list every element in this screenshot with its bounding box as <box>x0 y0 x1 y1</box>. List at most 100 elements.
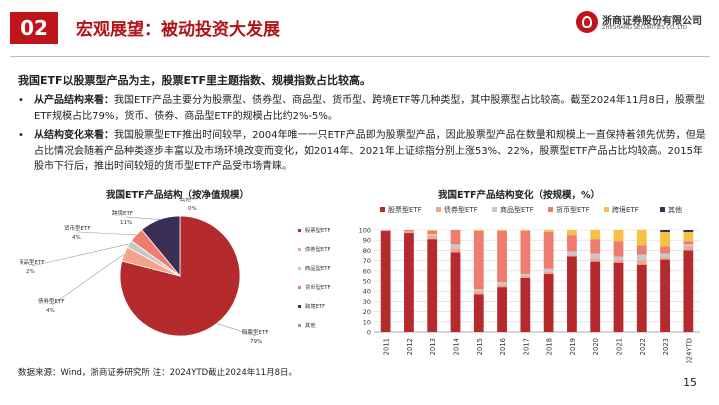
bar-segment-1-12 <box>660 257 670 260</box>
bar-legend-label-0: 股票型ETF <box>388 205 422 214</box>
bar-segment-0-3 <box>450 252 461 332</box>
bar-category-label-5: 2016 <box>499 338 507 355</box>
bar-segment-3-8 <box>567 235 577 252</box>
pie-leader-line-4 <box>125 216 160 220</box>
bar-segment-4-13 <box>683 232 694 242</box>
bar-segment-0-5 <box>497 287 507 332</box>
bar-category-label-2: 2013 <box>429 338 437 355</box>
bar-segment-1-4 <box>473 291 484 295</box>
pie-pct-label-4: 11% <box>120 220 132 226</box>
bar-legend-label-3: 货币型ETF <box>556 205 590 214</box>
bar-category-label-7: 2018 <box>546 338 554 355</box>
data-source-note: 数据来源：Wind，浙商证券研究所 注：2024YTD截止2024年11月8日。 <box>18 368 297 378</box>
pie-chart: 股票型ETF 79% 债券型ETF 4% 商品型ETF 2% 货币型ETF 4% 跨境ETF 11… <box>20 198 331 345</box>
bar-category-label-1: 2012 <box>406 338 414 355</box>
bar-segment-1-5 <box>497 285 507 288</box>
bar-category-label-6: 2017 <box>522 338 530 355</box>
pie-legend-swatch-1 <box>298 248 301 251</box>
stacked-bar-chart: 股票型ETF 债券型ETF 商品型ETF 货币型ETF 跨境ETF 其他 0 10 20 30 40… <box>359 205 700 363</box>
bar-segment-0-9 <box>590 261 601 332</box>
bar-segment-4-5 <box>497 230 507 232</box>
bar-category-label-3: 2014 <box>453 338 461 355</box>
bar-segment-2-4 <box>473 289 484 292</box>
bar-category-label-13: 2024YTD <box>685 338 693 363</box>
bullet-label: 从产品结构来看： <box>34 95 114 106</box>
pie-legend-swatch-2 <box>298 267 301 270</box>
bar-legend-label-4: 跨境ETF <box>612 205 639 214</box>
pie-legend-label-0: 股票型ETF <box>305 226 331 234</box>
bar-segment-2-8 <box>567 251 577 256</box>
lead-statement: 我国ETF以股票型产品为主，股票ETF里主题指数、规模指数占比较高。 <box>18 74 372 87</box>
bar-segment-0-0 <box>380 231 391 332</box>
bar-segment-3-11 <box>636 245 647 255</box>
bar-segment-1-9 <box>590 258 601 262</box>
bar-segment-1-3 <box>450 248 461 253</box>
bar-legend-swatch-0 <box>380 207 385 212</box>
bar-segment-0-11 <box>636 264 647 332</box>
bar-segment-3-5 <box>497 231 507 283</box>
pie-legend-label-1: 债券型ETF <box>305 245 331 253</box>
page-number: 15 <box>683 376 697 389</box>
bar-segment-1-13 <box>683 246 694 251</box>
bar-segment-0-6 <box>520 277 531 332</box>
bar-segment-4-6 <box>520 230 531 232</box>
section-number: 02 <box>10 12 58 44</box>
pie-label-1: 债券型ETF <box>38 297 65 305</box>
pie-legend-swatch-0 <box>298 229 301 232</box>
bar-ytick-9: 90 <box>363 237 371 245</box>
pie-leader-line-0 <box>216 323 257 337</box>
bar-segment-3-9 <box>590 239 601 254</box>
bar-legend-swatch-4 <box>604 207 609 212</box>
pie-pct-label-5: 0% <box>188 206 197 212</box>
bar-category-label-12: 2023 <box>662 338 670 355</box>
bullet-dot: • <box>18 95 24 106</box>
bar-segment-1-6 <box>520 275 531 278</box>
pie-legend-label-4: 跨境ETF <box>305 302 325 310</box>
bar-segment-4-10 <box>613 230 624 242</box>
pie-legend-label-3: 货币型ETF <box>305 283 331 291</box>
bar-segment-3-3 <box>450 230 461 245</box>
bar-legend-swatch-5 <box>660 207 665 212</box>
bar-chart-title: 我国ETF产品结构变化（按规模，%） <box>438 190 600 201</box>
bar-category-label-9: 2020 <box>592 338 600 355</box>
bar-segment-1-1 <box>404 231 414 234</box>
bar-segment-0-13 <box>683 250 694 332</box>
bar-segment-3-1 <box>404 230 414 232</box>
bar-segment-1-8 <box>567 255 577 257</box>
bar-segment-3-13 <box>683 241 694 245</box>
bar-segment-0-12 <box>660 259 670 332</box>
bar-legend-swatch-2 <box>492 207 497 212</box>
bar-segment-3-12 <box>660 246 670 254</box>
bar-ytick-8: 80 <box>363 247 371 255</box>
bar-segment-2-6 <box>520 273 531 276</box>
pie-leader-line-2 <box>31 243 130 267</box>
pie-label-0: 股票型ETF <box>242 328 269 336</box>
bar-category-label-11: 2022 <box>639 338 647 355</box>
bar-segment-4-4 <box>473 230 484 232</box>
bar-segment-4-7 <box>543 230 554 233</box>
bar-segment-3-7 <box>543 232 554 269</box>
bullet-dot: • <box>18 130 24 141</box>
bar-category-label-0: 2011 <box>383 338 391 355</box>
bullet-label: 从结构变化来看： <box>34 130 114 141</box>
bar-segment-2-13 <box>683 244 694 247</box>
bar-segment-3-4 <box>473 231 484 290</box>
bar-ytick-1: 10 <box>363 318 371 326</box>
bar-segment-5-13 <box>683 230 694 233</box>
bar-segment-3-2 <box>427 231 438 235</box>
bar-segment-1-11 <box>636 260 647 265</box>
bar-segment-4-2 <box>427 230 438 232</box>
bar-ytick-7: 70 <box>363 257 371 265</box>
bar-segment-0-8 <box>567 256 577 332</box>
pie-leader-line-1 <box>51 253 125 306</box>
bar-segment-3-6 <box>520 231 531 274</box>
bar-segment-1-10 <box>613 259 624 263</box>
bar-legend-label-5: 其他 <box>668 205 682 214</box>
bar-segment-2-9 <box>590 253 601 259</box>
bar-segment-2-3 <box>450 244 461 249</box>
pie-legend-label-2: 商品型ETF <box>305 264 331 272</box>
bar-segment-4-12 <box>660 232 670 247</box>
pie-pct-label-3: 4% <box>72 235 81 241</box>
pie-legend-swatch-4 <box>298 305 301 308</box>
bar-segment-0-7 <box>543 273 554 332</box>
